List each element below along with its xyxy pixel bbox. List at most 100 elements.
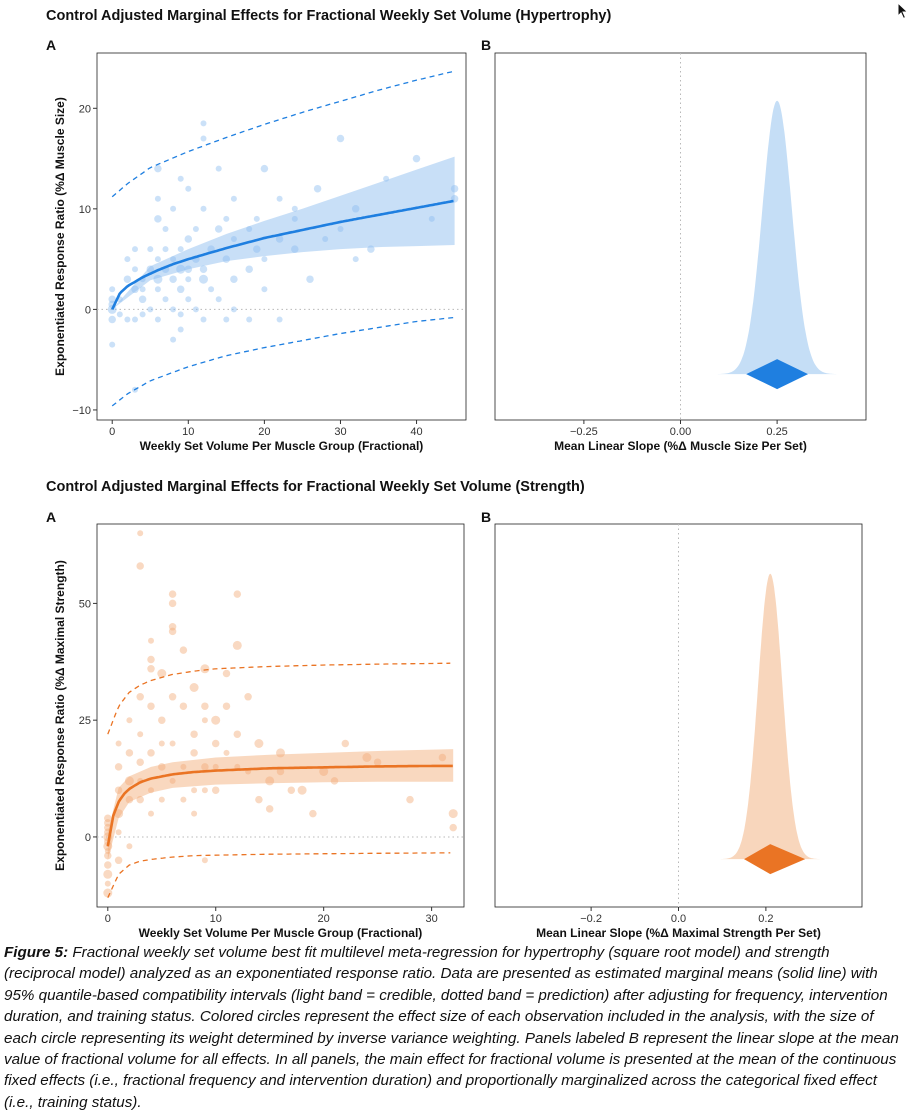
- observation-point: [104, 814, 112, 823]
- observation-point: [104, 861, 112, 869]
- observation-point: [322, 236, 329, 242]
- observation-point: [438, 753, 447, 762]
- str_A-x-tick-label: 10: [210, 913, 222, 925]
- observation-point: [276, 195, 283, 202]
- str_A-x-tick-label: 0: [105, 913, 111, 925]
- observation-point: [126, 717, 133, 724]
- str_A-x-tick-label: 30: [425, 913, 437, 925]
- str_B-interval-diamond: [744, 844, 806, 875]
- observation-point: [124, 256, 131, 263]
- observation-point: [190, 730, 198, 738]
- observation-point: [148, 637, 154, 644]
- hyp_A-x-tick-label: 10: [182, 426, 194, 438]
- observation-point: [162, 246, 169, 253]
- hyp_B-interval-diamond: [746, 359, 809, 390]
- observation-point: [211, 715, 221, 725]
- observation-point: [125, 795, 134, 804]
- observation-point: [287, 786, 296, 794]
- observation-point: [170, 256, 177, 263]
- observation-point: [185, 185, 192, 192]
- observation-point: [108, 315, 116, 324]
- observation-point: [177, 311, 184, 318]
- observation-point: [104, 851, 112, 860]
- observation-point: [132, 266, 138, 273]
- observation-point: [154, 195, 161, 202]
- str_A-prediction-upper: [107, 662, 451, 735]
- observation-point: [126, 843, 133, 850]
- observation-point: [154, 316, 161, 323]
- observation-point: [291, 205, 298, 212]
- observation-point: [132, 246, 138, 253]
- observation-point: [232, 640, 242, 650]
- panel-label-str-a: A: [46, 509, 57, 525]
- observation-point: [116, 311, 123, 318]
- observation-point: [254, 739, 264, 748]
- hyp_A-x-tick-label: 0: [109, 426, 115, 438]
- observation-point: [222, 669, 231, 678]
- observation-point: [233, 590, 242, 598]
- observation-point: [123, 275, 132, 283]
- observation-point: [169, 777, 176, 784]
- str_B-x-tick-label: 0.0: [671, 913, 686, 925]
- observation-point: [406, 795, 414, 804]
- observation-point: [352, 256, 359, 263]
- strength-figure-title: Control Adjusted Marginal Effects for Fr…: [46, 479, 585, 495]
- observation-point: [245, 265, 253, 273]
- hyp_A-x-axis-title: Weekly Set Volume Per Muscle Group (Frac…: [140, 439, 424, 453]
- caption-label: Figure 5:: [4, 944, 69, 961]
- observation-point: [199, 274, 208, 284]
- observation-point: [291, 245, 299, 253]
- observation-point: [230, 195, 237, 202]
- observation-point: [200, 205, 207, 212]
- observation-point: [170, 205, 177, 212]
- panel-label-str-b: B: [481, 509, 492, 525]
- observation-point: [168, 693, 177, 701]
- mouse-cursor-icon: [897, 2, 909, 20]
- observation-point: [147, 655, 155, 664]
- observation-point: [179, 702, 188, 710]
- observation-point: [222, 702, 231, 710]
- figure-caption: Figure 5: Fractional weekly set volume b…: [4, 942, 904, 1113]
- observation-point: [147, 665, 155, 673]
- observation-point: [168, 599, 177, 608]
- str_A-observations: [103, 530, 458, 898]
- hyp_A-y-tick-label: 0: [85, 304, 91, 316]
- observation-point: [201, 702, 209, 710]
- observation-point: [201, 787, 208, 794]
- str_A-x-tick-label: 20: [318, 913, 330, 925]
- observation-point: [309, 809, 317, 818]
- str_B-x-tick-label: −0.2: [580, 913, 602, 925]
- observation-point: [201, 763, 209, 771]
- observation-point: [179, 646, 188, 654]
- observation-point: [157, 669, 167, 678]
- observation-point: [131, 285, 139, 294]
- observation-point: [184, 265, 193, 273]
- observation-point: [362, 753, 372, 762]
- str_A-prediction-lower: [107, 852, 451, 898]
- observation-point: [104, 880, 111, 887]
- observation-point: [341, 739, 350, 748]
- observation-point: [260, 164, 269, 173]
- observation-point: [139, 311, 146, 318]
- observation-point: [191, 787, 198, 794]
- str_A-credible-band: [107, 749, 454, 861]
- hyp_B-x-tick-label: 0.00: [670, 426, 691, 438]
- observation-point: [170, 336, 177, 343]
- hyp_B-posterior-density: [703, 100, 851, 375]
- observation-point: [168, 627, 177, 636]
- observation-point: [153, 274, 163, 284]
- observation-point: [169, 275, 177, 283]
- observation-point: [230, 306, 237, 313]
- observation-point: [109, 341, 116, 348]
- hyp_A-y-tick-label: 10: [79, 204, 91, 216]
- observation-point: [215, 165, 222, 172]
- hyp_A-prediction-lower: [111, 316, 454, 407]
- observation-point: [137, 530, 144, 537]
- observation-point: [265, 805, 274, 813]
- observation-point: [154, 164, 162, 173]
- observation-point: [230, 236, 237, 242]
- observation-point: [168, 590, 177, 598]
- observation-point: [330, 777, 339, 785]
- hyp_A-y-axis-title: Exponentiated Response Ratio (%Δ Muscle …: [53, 97, 67, 376]
